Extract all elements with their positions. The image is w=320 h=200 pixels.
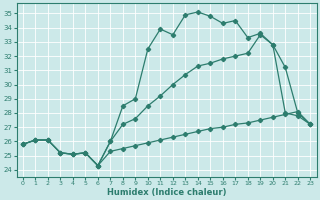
X-axis label: Humidex (Indice chaleur): Humidex (Indice chaleur): [107, 188, 226, 197]
